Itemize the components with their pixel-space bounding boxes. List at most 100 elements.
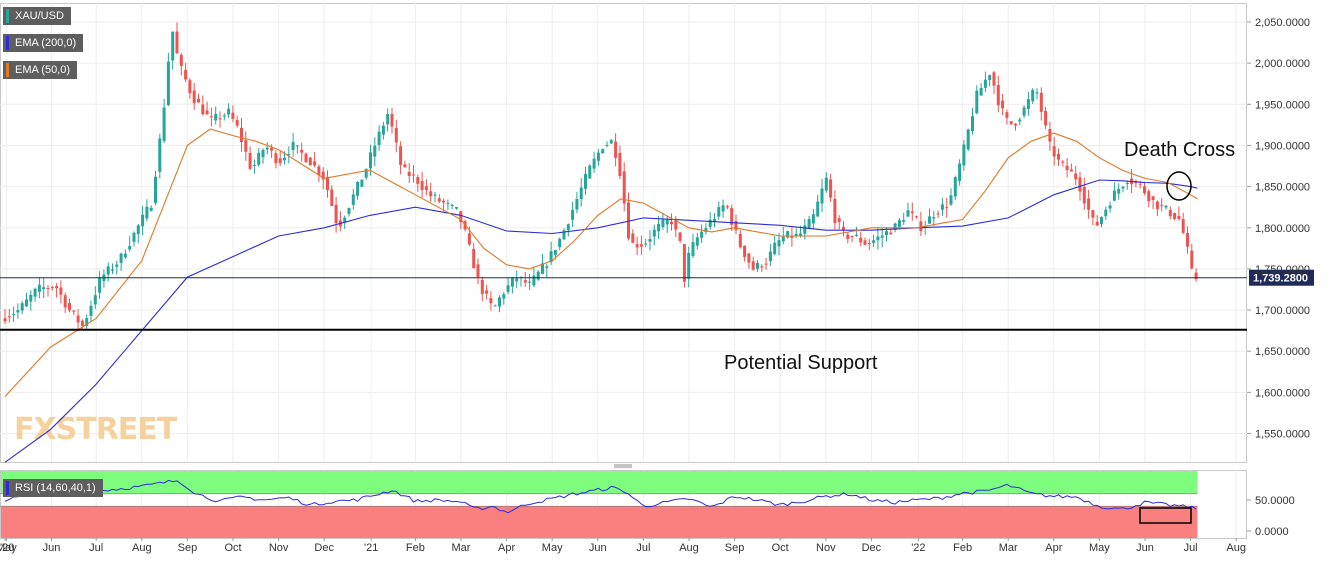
candle-body (1052, 146, 1056, 157)
x-tick-label: May (0, 542, 17, 554)
candle-body (270, 148, 274, 151)
candle-body (553, 250, 557, 255)
candle-body (872, 240, 876, 243)
candle-body (390, 113, 394, 127)
candle-body (175, 31, 179, 54)
candle-body (953, 177, 957, 197)
candle-body (467, 233, 471, 245)
candle-body (661, 219, 665, 227)
legend-rsi[interactable]: RSI (14,60,40,1) (3, 479, 103, 497)
fxstreet-watermark: FXSTREET (14, 412, 178, 447)
x-tick-label: Apr (1045, 542, 1062, 554)
candle-body (725, 206, 729, 208)
candle-body (695, 237, 699, 246)
candle-body (330, 189, 334, 206)
candle-body (687, 252, 691, 279)
candle-body (833, 198, 837, 223)
candle-body (773, 242, 777, 255)
candle-body (106, 266, 110, 275)
x-tick-label: Mar (999, 542, 1018, 554)
legend-ema200[interactable]: EMA (200,0) (3, 34, 84, 52)
candle-body (20, 303, 24, 311)
candle-body (240, 127, 243, 142)
candle-body (136, 225, 140, 235)
candle-body (936, 213, 940, 215)
candle-body (222, 115, 226, 117)
candle-body (596, 152, 600, 161)
candle-body (996, 85, 1000, 106)
candle-body (816, 201, 820, 217)
x-tick-label: Aug (679, 542, 699, 554)
rsi-swatch (6, 481, 9, 495)
candle-body (1035, 92, 1039, 94)
candle-body (386, 114, 390, 125)
rsi-label: RSI (14,60,40,1) (15, 482, 96, 494)
candle-body (166, 61, 170, 105)
candle-body (265, 147, 269, 150)
legend-ema50[interactable]: EMA (50,0) (3, 61, 78, 79)
candle-body (983, 79, 987, 88)
candle-body (1087, 198, 1091, 210)
candle-body (1022, 107, 1026, 116)
x-tick-label: Nov (269, 542, 289, 554)
candle-body (536, 271, 540, 280)
candle-body (347, 208, 351, 214)
candle-body (558, 238, 562, 248)
candle-body (1112, 190, 1116, 201)
symbol-label: XAU/USD (15, 10, 64, 22)
candle-body (781, 236, 785, 242)
candle-body (734, 220, 738, 231)
candle-body (1044, 110, 1048, 126)
candle-body (915, 216, 919, 218)
y-tick-label: 1,800.0000 (1255, 223, 1310, 235)
candle-body (829, 179, 833, 198)
candle-body (1160, 204, 1164, 206)
candle-body (639, 244, 643, 247)
candle-body (897, 220, 901, 227)
candle-body (1186, 233, 1189, 247)
candle-body (218, 118, 222, 120)
candle-body (549, 251, 553, 263)
candle-body (678, 232, 682, 241)
x-tick-label: Oct (772, 542, 789, 554)
candle-body (988, 75, 992, 81)
candle-body (257, 152, 261, 165)
candle-body (412, 174, 415, 176)
y-tick-label: 1,750.0000 (1255, 264, 1310, 276)
candle-body (562, 230, 566, 240)
candle-body (403, 164, 407, 168)
candle-body (975, 90, 979, 114)
candle-body (1001, 100, 1005, 109)
candle-body (3, 318, 7, 322)
candle-body (541, 263, 544, 274)
candle-body (605, 144, 609, 146)
candle-body (799, 233, 802, 236)
candle-body (300, 149, 304, 153)
candle-body (506, 285, 510, 292)
rsi-y-tick-label: 50.0000 (1255, 495, 1295, 507)
candle-body (1147, 191, 1151, 202)
legend-symbol[interactable]: XAU/USD (3, 7, 71, 25)
candle-body (360, 179, 364, 187)
candle-body (55, 286, 59, 289)
candle-body (893, 223, 897, 230)
y-tick-label: 1,950.0000 (1255, 99, 1310, 111)
candle-body (89, 305, 93, 316)
death-cross-marker (1166, 171, 1192, 201)
x-tick-label: Jul (1184, 542, 1198, 554)
candle-body (1009, 121, 1013, 125)
candle-body (498, 297, 501, 307)
candle-body (609, 140, 613, 144)
candle-body (1095, 221, 1099, 226)
candle-body (523, 280, 527, 283)
x-tick-label: Mar (452, 542, 471, 554)
candle-body (1194, 272, 1198, 280)
candle-body (747, 253, 751, 263)
candle-body (231, 112, 235, 119)
candle-body (1014, 123, 1017, 126)
candle-body (627, 202, 630, 239)
symbol-swatch (6, 9, 9, 23)
candle-body (278, 158, 282, 164)
candle-body (1039, 92, 1043, 112)
